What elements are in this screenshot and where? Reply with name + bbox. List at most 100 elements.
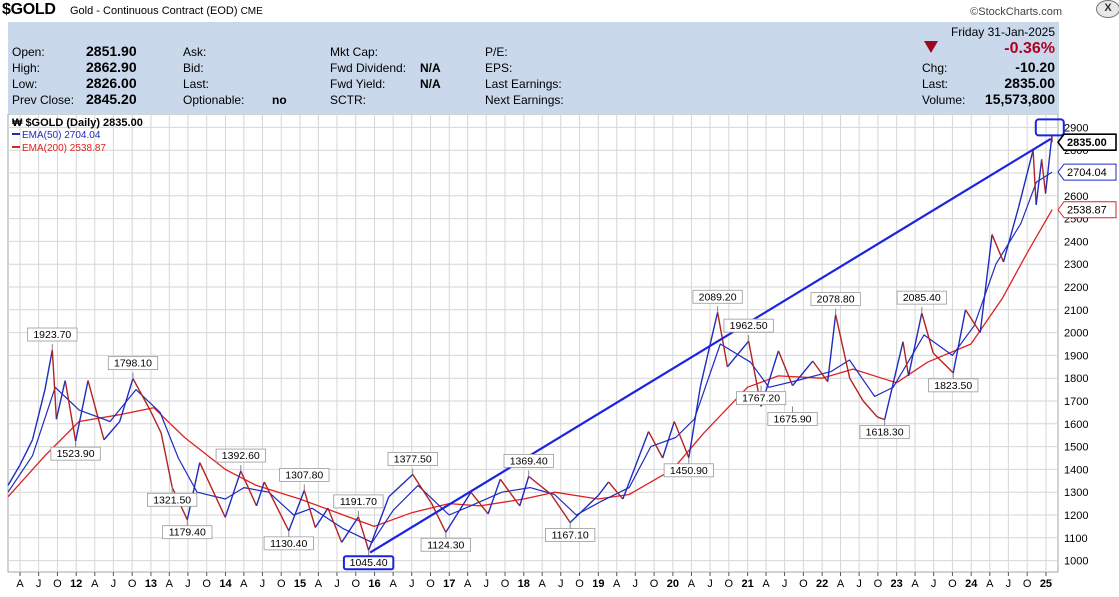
x-tick-label: A <box>837 578 845 590</box>
y-tick-label: 1100 <box>1064 533 1088 545</box>
legend-price: ₩ $GOLD (Daily) 2835.00 <box>12 117 143 129</box>
x-tick-label: J <box>931 578 937 590</box>
x-tick-label: O <box>53 578 62 590</box>
y-tick-label: 1500 <box>1064 442 1088 454</box>
x-tick-label: 19 <box>592 578 604 590</box>
x-tick-label: 12 <box>70 578 82 590</box>
open-value: 2851.90 <box>86 43 137 59</box>
y-tick-label: 2900 <box>1064 122 1088 134</box>
next-earnings-label: Next Earnings: <box>485 93 564 107</box>
x-tick-label: O <box>1023 578 1032 590</box>
annotation-label: 1798.10 <box>114 358 152 370</box>
x-tick-label: J <box>111 578 117 590</box>
fwd-yield-label: Fwd Yield: <box>330 77 385 91</box>
annotation-label: 1124.30 <box>427 539 464 551</box>
x-tick-label: A <box>240 578 248 590</box>
annotation-label: 1321.50 <box>153 494 191 506</box>
y-tick-label: 1900 <box>1064 350 1088 362</box>
high-value: 2862.90 <box>86 59 137 75</box>
annotation-label: 1618.30 <box>866 427 904 439</box>
x-tick-label: 14 <box>219 578 232 590</box>
annotation-label: 2078.80 <box>817 294 855 306</box>
y-tick-label: 2100 <box>1064 305 1088 317</box>
low-label: Low: <box>12 77 37 91</box>
price-tag-label: 2835.00 <box>1067 137 1107 149</box>
x-tick-label: A <box>315 578 323 590</box>
x-tick-label: 20 <box>667 578 679 590</box>
annotation-label: 2085.40 <box>903 292 941 304</box>
price-chart-svg[interactable]: 1000110012001300140015001600170018001900… <box>0 114 1119 592</box>
annotation-label: 1767.20 <box>742 393 780 405</box>
optionable-label: Optionable: <box>183 93 244 107</box>
mkt-cap-label: Mkt Cap: <box>330 45 378 59</box>
x-tick-label: J <box>856 578 862 590</box>
price-tag-label: 2538.87 <box>1067 205 1107 217</box>
chg-label: Chg: <box>922 61 947 75</box>
price-tag: 2538.87 <box>1058 202 1116 218</box>
last-label-mid: Last: <box>183 77 209 91</box>
high-label: High: <box>12 61 40 75</box>
pe-label: P/E: <box>485 45 508 59</box>
y-tick-label: 2300 <box>1064 259 1088 271</box>
chg-value: -10.20 <box>1015 59 1055 75</box>
annotation-label: 1191.70 <box>340 496 377 508</box>
x-tick-label: O <box>277 578 286 590</box>
annotation-label: 1923.70 <box>33 329 71 341</box>
x-tick-label: J <box>409 578 415 590</box>
legend-ema50: EMA(50) 2704.04 <box>22 130 101 141</box>
x-tick-label: 24 <box>965 578 978 590</box>
quote-panel: Open: 2851.90 High: 2862.90 Low: 2826.00… <box>8 22 1059 114</box>
x-tick-label: A <box>539 578 547 590</box>
fwd-dividend-value: N/A <box>420 61 441 75</box>
y-tick-label: 2200 <box>1064 282 1088 294</box>
annotation-label: 1392.60 <box>222 450 260 462</box>
x-tick-label: O <box>725 578 734 590</box>
annotation-label: 1167.10 <box>552 530 589 542</box>
x-tick-label: J <box>633 578 639 590</box>
x-tick-label: J <box>483 578 489 590</box>
x-tick-label: O <box>351 578 360 590</box>
last-earnings-label: Last Earnings: <box>485 77 562 91</box>
exchange-label: CME <box>241 6 263 17</box>
price-tag: 2704.04 <box>1058 164 1116 180</box>
annotation-label: 1962.50 <box>730 320 768 332</box>
x-tick-label: 21 <box>741 578 753 590</box>
x-tick-label: 16 <box>368 578 380 590</box>
quote-date: Friday 31-Jan-2025 <box>951 25 1055 39</box>
y-tick-label: 2000 <box>1064 328 1088 340</box>
x-tick-label: A <box>16 578 24 590</box>
x-tick-label: A <box>613 578 621 590</box>
annotation-label: 1045.40 <box>350 557 388 569</box>
annotation-label: 1307.80 <box>285 469 323 481</box>
x-tick-label: 15 <box>294 578 306 590</box>
y-tick-label: 1400 <box>1064 464 1088 476</box>
x-tick-label: J <box>334 578 340 590</box>
eps-label: EPS: <box>485 61 512 75</box>
y-tick-label: 2600 <box>1064 191 1088 203</box>
x-tick-label: O <box>874 578 883 590</box>
symbol-title: $GOLD <box>2 1 56 19</box>
close-icon[interactable]: X <box>1096 0 1119 18</box>
annotation-label: 1377.50 <box>394 454 432 466</box>
annotation-label: 1823.50 <box>934 380 972 392</box>
y-tick-label: 1000 <box>1064 556 1088 568</box>
stockcharts-brand[interactable]: ©StockCharts.com <box>970 6 1062 18</box>
x-tick-label: A <box>986 578 994 590</box>
x-tick-label: J <box>1006 578 1012 590</box>
x-tick-label: A <box>166 578 174 590</box>
x-tick-label: 22 <box>816 578 828 590</box>
x-tick-label: 18 <box>518 578 530 590</box>
annotation-label: 1179.40 <box>169 527 206 539</box>
prev-close-value: 2845.20 <box>86 91 137 107</box>
chart-description: Gold - Continuous Contract (EOD) CME <box>70 5 263 17</box>
bid-label: Bid: <box>183 61 204 75</box>
annotation-label: 1675.90 <box>774 413 812 425</box>
x-tick-label: J <box>558 578 564 590</box>
x-tick-label: O <box>650 578 659 590</box>
x-tick-label: O <box>128 578 137 590</box>
x-tick-label: J <box>185 578 191 590</box>
annotation-label: 1450.90 <box>670 465 708 477</box>
x-tick-label: O <box>575 578 584 590</box>
x-tick-label: O <box>202 578 211 590</box>
